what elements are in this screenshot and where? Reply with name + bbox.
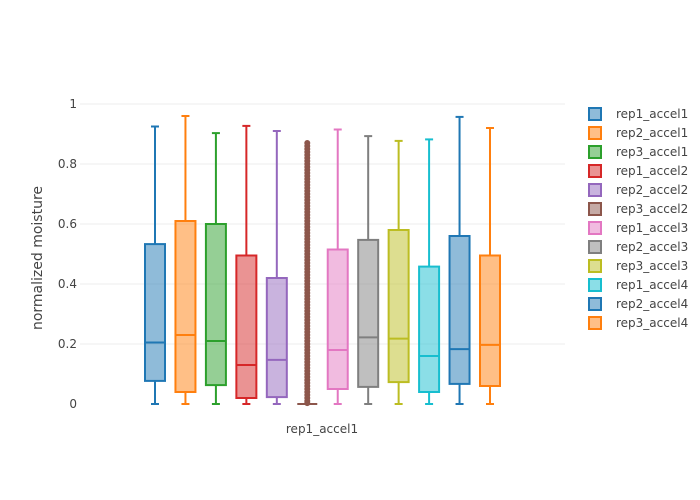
box-iqr [387,229,410,384]
legend: rep1_accel1 rep2_accel1 rep3_accel1 rep1_ac… [588,107,688,330]
legend-item: rep3_accel3 [588,259,688,273]
box-rep1_accel4 [418,138,441,405]
legend-swatch [588,183,602,197]
box-iqr [174,220,197,393]
legend-item: rep1_accel4 [588,278,688,292]
outlier-point [304,140,311,146]
box-iqr [144,243,166,382]
legend-swatch [588,164,602,178]
box-rep3_accel2 [297,140,318,407]
legend-label: rep1_accel4 [616,278,688,292]
legend-label: rep1_accel3 [616,221,688,235]
box-rep2_accel1 [174,115,197,405]
legend-swatch [588,259,602,273]
legend-swatch [588,202,602,216]
legend-item: rep3_accel1 [588,145,688,159]
legend-label: rep2_accel2 [616,183,688,197]
y-tick-label: 0.8 [58,157,77,171]
legend-item: rep1_accel3 [588,221,688,235]
legend-label: rep2_accel3 [616,240,688,254]
legend-swatch [588,240,602,254]
legend-label: rep2_accel4 [616,297,688,311]
legend-item: rep3_accel4 [588,316,688,330]
legend-swatch [588,278,602,292]
legend-item: rep1_accel2 [588,164,688,178]
box-rep2_accel4 [448,115,471,405]
box-iqr [479,254,501,387]
boxes [144,115,501,407]
box-iqr [204,223,227,387]
y-tick-label: 0.2 [58,337,77,351]
box-rep1_accel2 [235,124,258,405]
box-iqr [448,235,471,385]
box-rep1_accel1 [144,125,166,405]
x-axis-title: rep1_accel1 [286,422,358,436]
legend-swatch [588,126,602,140]
legend-swatch [588,107,602,121]
box-iqr [357,238,380,388]
legend-item: rep3_accel2 [588,202,688,216]
legend-swatch [588,145,602,159]
box-iqr [418,265,441,394]
box-rep3_accel4 [479,127,501,405]
legend-label: rep3_accel1 [616,145,688,159]
box-iqr [235,254,258,399]
legend-label: rep3_accel2 [616,202,688,216]
legend-label: rep1_accel1 [616,107,688,121]
legend-label: rep1_accel2 [616,164,688,178]
legend-swatch [588,316,602,330]
box-rep2_accel3 [357,135,380,405]
box-rep2_accel2 [265,130,288,405]
y-tick-label: 1 [69,97,77,111]
legend-item: rep1_accel1 [588,107,688,121]
box-rep3_accel3 [387,139,410,405]
legend-label: rep3_accel4 [616,316,688,330]
y-tick-label: 0 [69,397,77,411]
box-iqr [265,277,288,399]
y-tick-label: 0.6 [58,217,77,231]
box-iqr [326,248,349,390]
legend-label: rep3_accel3 [616,259,688,273]
legend-item: rep2_accel2 [588,183,688,197]
legend-swatch [588,221,602,235]
y-axis: 0 0.2 0.4 0.6 0.8 1 [58,97,77,411]
y-tick-label: 0.4 [58,277,77,291]
legend-item: rep2_accel1 [588,126,688,140]
legend-item: rep2_accel4 [588,297,688,311]
y-axis-title: normalized moisture [30,186,46,330]
box-rep3_accel1 [204,132,227,405]
legend-item: rep2_accel3 [588,240,688,254]
legend-swatch [588,297,602,311]
box-rep1_accel3 [326,128,349,405]
legend-label: rep2_accel1 [616,126,688,140]
